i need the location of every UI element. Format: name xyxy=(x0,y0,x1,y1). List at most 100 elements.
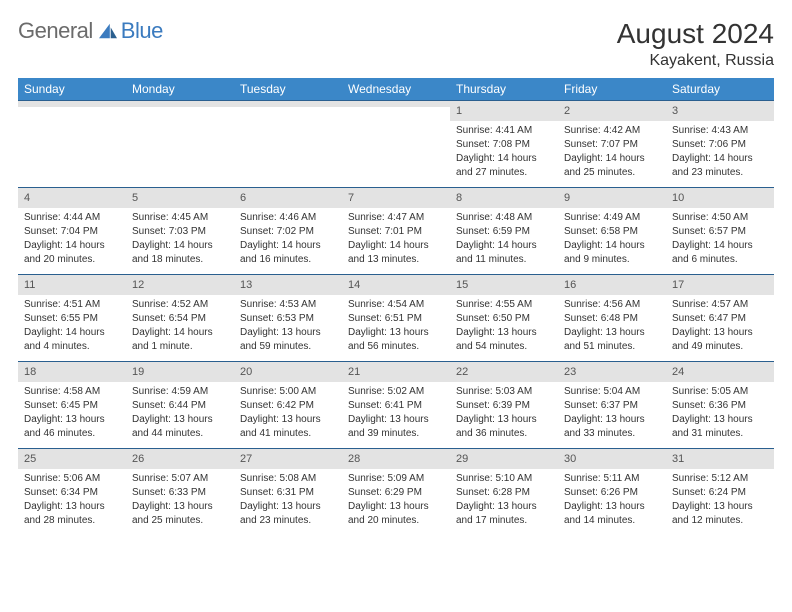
brand-text-part2: Blue xyxy=(121,18,163,44)
day-number: 30 xyxy=(558,449,666,469)
day-cell: 29Sunrise: 5:10 AMSunset: 6:28 PMDayligh… xyxy=(450,449,558,535)
day-info-line: Daylight: 13 hours xyxy=(456,500,552,513)
day-cell: 7Sunrise: 4:47 AMSunset: 7:01 PMDaylight… xyxy=(342,188,450,274)
day-info-line: Sunrise: 4:55 AM xyxy=(456,298,552,311)
day-content: Sunrise: 4:42 AMSunset: 7:07 PMDaylight:… xyxy=(558,121,666,186)
day-info-line: Daylight: 13 hours xyxy=(348,326,444,339)
day-cell: 9Sunrise: 4:49 AMSunset: 6:58 PMDaylight… xyxy=(558,188,666,274)
day-cell: 31Sunrise: 5:12 AMSunset: 6:24 PMDayligh… xyxy=(666,449,774,535)
day-info-line: Daylight: 14 hours xyxy=(672,239,768,252)
day-cell: 25Sunrise: 5:06 AMSunset: 6:34 PMDayligh… xyxy=(18,449,126,535)
day-content: Sunrise: 4:55 AMSunset: 6:50 PMDaylight:… xyxy=(450,295,558,360)
day-info-line: Sunrise: 4:43 AM xyxy=(672,124,768,137)
day-info-line: and 41 minutes. xyxy=(240,427,336,440)
day-info-line: Daylight: 14 hours xyxy=(132,239,228,252)
day-cell: 5Sunrise: 4:45 AMSunset: 7:03 PMDaylight… xyxy=(126,188,234,274)
day-info-line: Sunset: 6:31 PM xyxy=(240,486,336,499)
day-info-line: Daylight: 13 hours xyxy=(132,500,228,513)
day-content: Sunrise: 5:07 AMSunset: 6:33 PMDaylight:… xyxy=(126,469,234,534)
day-cell xyxy=(342,101,450,187)
day-info-line: Daylight: 13 hours xyxy=(348,413,444,426)
day-info-line: Daylight: 13 hours xyxy=(564,326,660,339)
day-info-line: and 20 minutes. xyxy=(348,514,444,527)
day-info-line: Sunrise: 5:06 AM xyxy=(24,472,120,485)
day-info-line: Daylight: 13 hours xyxy=(348,500,444,513)
day-cell: 24Sunrise: 5:05 AMSunset: 6:36 PMDayligh… xyxy=(666,362,774,448)
day-cell: 8Sunrise: 4:48 AMSunset: 6:59 PMDaylight… xyxy=(450,188,558,274)
day-info-line: Sunrise: 5:04 AM xyxy=(564,385,660,398)
day-cell: 14Sunrise: 4:54 AMSunset: 6:51 PMDayligh… xyxy=(342,275,450,361)
weekday-header-row: Sunday Monday Tuesday Wednesday Thursday… xyxy=(18,78,774,100)
day-info-line: Daylight: 13 hours xyxy=(240,413,336,426)
day-content: Sunrise: 5:02 AMSunset: 6:41 PMDaylight:… xyxy=(342,382,450,447)
day-info-line: and 46 minutes. xyxy=(24,427,120,440)
day-info-line: and 59 minutes. xyxy=(240,340,336,353)
day-info-line: Sunrise: 4:42 AM xyxy=(564,124,660,137)
day-info-line: Sunset: 6:29 PM xyxy=(348,486,444,499)
day-content: Sunrise: 4:53 AMSunset: 6:53 PMDaylight:… xyxy=(234,295,342,360)
day-number: 13 xyxy=(234,275,342,295)
day-number: 24 xyxy=(666,362,774,382)
day-cell: 6Sunrise: 4:46 AMSunset: 7:02 PMDaylight… xyxy=(234,188,342,274)
day-info-line: Sunrise: 5:02 AM xyxy=(348,385,444,398)
day-info-line: and 51 minutes. xyxy=(564,340,660,353)
day-cell: 13Sunrise: 4:53 AMSunset: 6:53 PMDayligh… xyxy=(234,275,342,361)
day-info-line: Sunrise: 4:53 AM xyxy=(240,298,336,311)
day-info-line: Sunset: 6:41 PM xyxy=(348,399,444,412)
day-info-line: Sunset: 6:26 PM xyxy=(564,486,660,499)
day-number: 21 xyxy=(342,362,450,382)
day-content: Sunrise: 5:03 AMSunset: 6:39 PMDaylight:… xyxy=(450,382,558,447)
day-cell: 22Sunrise: 5:03 AMSunset: 6:39 PMDayligh… xyxy=(450,362,558,448)
day-cell: 23Sunrise: 5:04 AMSunset: 6:37 PMDayligh… xyxy=(558,362,666,448)
day-content: Sunrise: 4:57 AMSunset: 6:47 PMDaylight:… xyxy=(666,295,774,360)
day-info-line: Sunset: 7:06 PM xyxy=(672,138,768,151)
day-info-line: Sunrise: 4:50 AM xyxy=(672,211,768,224)
week-row: 18Sunrise: 4:58 AMSunset: 6:45 PMDayligh… xyxy=(18,361,774,448)
day-info-line: Sunrise: 4:44 AM xyxy=(24,211,120,224)
day-number: 17 xyxy=(666,275,774,295)
day-info-line: Daylight: 14 hours xyxy=(672,152,768,165)
day-info-line: Sunrise: 4:47 AM xyxy=(348,211,444,224)
day-info-line: Sunrise: 4:58 AM xyxy=(24,385,120,398)
day-info-line: and 18 minutes. xyxy=(132,253,228,266)
day-info-line: Sunrise: 5:00 AM xyxy=(240,385,336,398)
day-info-line: Sunrise: 5:11 AM xyxy=(564,472,660,485)
day-info-line: Sunset: 6:34 PM xyxy=(24,486,120,499)
day-cell: 30Sunrise: 5:11 AMSunset: 6:26 PMDayligh… xyxy=(558,449,666,535)
day-info-line: Sunset: 6:51 PM xyxy=(348,312,444,325)
day-number: 27 xyxy=(234,449,342,469)
day-info-line: Daylight: 13 hours xyxy=(24,413,120,426)
week-row: 1Sunrise: 4:41 AMSunset: 7:08 PMDaylight… xyxy=(18,100,774,187)
day-cell: 28Sunrise: 5:09 AMSunset: 6:29 PMDayligh… xyxy=(342,449,450,535)
day-info-line: Daylight: 14 hours xyxy=(24,239,120,252)
day-info-line: and 20 minutes. xyxy=(24,253,120,266)
day-number: 28 xyxy=(342,449,450,469)
day-info-line: and 28 minutes. xyxy=(24,514,120,527)
day-info-line: Sunset: 6:59 PM xyxy=(456,225,552,238)
day-cell: 10Sunrise: 4:50 AMSunset: 6:57 PMDayligh… xyxy=(666,188,774,274)
day-content: Sunrise: 5:05 AMSunset: 6:36 PMDaylight:… xyxy=(666,382,774,447)
day-content: Sunrise: 4:44 AMSunset: 7:04 PMDaylight:… xyxy=(18,208,126,273)
day-content: Sunrise: 5:00 AMSunset: 6:42 PMDaylight:… xyxy=(234,382,342,447)
day-cell: 18Sunrise: 4:58 AMSunset: 6:45 PMDayligh… xyxy=(18,362,126,448)
day-cell: 26Sunrise: 5:07 AMSunset: 6:33 PMDayligh… xyxy=(126,449,234,535)
day-info-line: and 49 minutes. xyxy=(672,340,768,353)
day-cell xyxy=(18,101,126,187)
day-number: 20 xyxy=(234,362,342,382)
day-info-line: Sunrise: 4:56 AM xyxy=(564,298,660,311)
day-cell xyxy=(234,101,342,187)
day-cell: 17Sunrise: 4:57 AMSunset: 6:47 PMDayligh… xyxy=(666,275,774,361)
day-info-line: and 44 minutes. xyxy=(132,427,228,440)
day-number: 9 xyxy=(558,188,666,208)
day-info-line: and 25 minutes. xyxy=(132,514,228,527)
day-cell: 21Sunrise: 5:02 AMSunset: 6:41 PMDayligh… xyxy=(342,362,450,448)
day-info-line: and 13 minutes. xyxy=(348,253,444,266)
day-info-line: Sunrise: 4:46 AM xyxy=(240,211,336,224)
day-info-line: and 39 minutes. xyxy=(348,427,444,440)
day-content: Sunrise: 4:52 AMSunset: 6:54 PMDaylight:… xyxy=(126,295,234,360)
day-number: 14 xyxy=(342,275,450,295)
day-info-line: and 11 minutes. xyxy=(456,253,552,266)
day-info-line: Sunset: 6:54 PM xyxy=(132,312,228,325)
day-content: Sunrise: 5:09 AMSunset: 6:29 PMDaylight:… xyxy=(342,469,450,534)
day-info-line: and 16 minutes. xyxy=(240,253,336,266)
